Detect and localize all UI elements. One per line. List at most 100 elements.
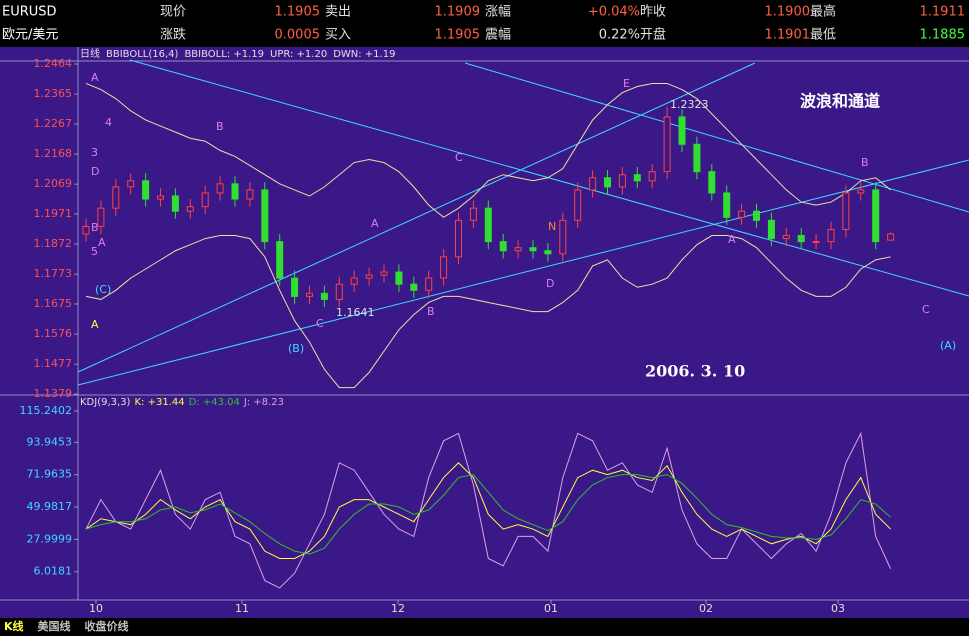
x-tick-label: 12 <box>391 602 405 615</box>
candle-body <box>231 183 239 200</box>
header-cell: 最低 <box>810 28 836 43</box>
candle-body <box>842 192 850 230</box>
candle-body <box>261 189 269 243</box>
trend-line <box>464 62 969 213</box>
candle-body <box>484 207 492 243</box>
candle-body <box>782 235 790 240</box>
y-tick-label: 6.0181 <box>34 565 73 578</box>
candle-body <box>708 171 716 194</box>
candle-body <box>276 241 284 279</box>
annotation: 5 <box>91 245 98 258</box>
candle-body <box>604 177 611 188</box>
annotation: (C) <box>95 283 111 296</box>
candle-body <box>812 241 820 244</box>
legend-item: BBIBOLL(16,4) <box>106 49 179 60</box>
candle-body <box>320 292 328 300</box>
annotation: D <box>91 165 99 178</box>
y-tick-label: 1.1675 <box>34 297 73 310</box>
y-tick-label: 1.1971 <box>34 207 73 220</box>
annotation: E <box>623 77 630 90</box>
candle-body <box>157 195 164 200</box>
x-tick-label: 02 <box>699 602 713 615</box>
annotation: (A) <box>940 339 956 352</box>
annotation: A <box>91 71 99 84</box>
annotation: A <box>371 217 379 230</box>
header-cell: 开盘 <box>640 27 666 43</box>
annotation: C <box>922 303 930 316</box>
annotation: N <box>548 220 556 233</box>
header-cell: 最高 <box>810 4 836 20</box>
annotation: 4 <box>105 116 112 129</box>
legend-item: BBIBOLL: +1.19 <box>184 49 264 60</box>
legend-item: D: +43.04 <box>189 397 240 408</box>
candle-body <box>633 174 641 182</box>
y-tick-label: 1.2069 <box>34 177 73 190</box>
candle-body <box>857 189 865 194</box>
candle-body <box>201 192 209 208</box>
candle-body <box>410 283 418 291</box>
x-tick-label: 01 <box>544 602 558 615</box>
legend-item: KDJ(9,3,3) <box>80 397 131 408</box>
header-cell: 1.1905 <box>275 5 321 20</box>
header-cell: 欧元/美元 <box>2 28 58 43</box>
candle-body <box>767 219 775 240</box>
candle-body <box>618 174 626 188</box>
tab[interactable]: 美国线 <box>38 619 71 633</box>
annotation: D <box>546 277 554 290</box>
candle-body <box>529 247 537 252</box>
bollinger-band <box>85 82 891 218</box>
header-cell: 昨收 <box>640 5 666 20</box>
tab[interactable]: K线 <box>4 619 24 633</box>
candle-body <box>127 180 135 188</box>
header-cell: +0.04% <box>588 5 640 20</box>
candle-body <box>827 228 835 243</box>
header-cell: 1.1885 <box>920 28 966 43</box>
kdj-line <box>85 431 892 589</box>
y-tick-label: 1.1379 <box>34 387 73 400</box>
candle-body <box>246 189 254 200</box>
annotation: 2006. 3. 10 <box>645 362 745 381</box>
header-cell: 1.1911 <box>920 5 966 20</box>
trend-line <box>129 59 969 297</box>
candle-body <box>171 195 179 212</box>
annotation: B <box>91 221 99 234</box>
chart-bg <box>0 47 969 618</box>
candle-body <box>723 192 731 218</box>
y-tick-label: 1.1477 <box>34 357 73 370</box>
y-tick-label: 27.9999 <box>27 532 73 545</box>
annotation: C <box>455 151 463 164</box>
x-tick-label: 03 <box>831 602 845 615</box>
kdj-line <box>85 474 891 555</box>
candle-body <box>82 225 90 235</box>
y-tick-label: 71.9635 <box>27 468 73 481</box>
annotation: A <box>98 236 106 249</box>
candle-body <box>499 241 507 252</box>
header-cell: 买入 <box>325 28 351 43</box>
candle-body <box>738 210 746 218</box>
candle-body <box>514 247 522 252</box>
trend-line <box>77 62 756 373</box>
candle-body <box>797 235 805 243</box>
candle-body <box>559 219 567 255</box>
candle-body <box>648 171 656 182</box>
y-tick-label: 1.1773 <box>34 267 73 280</box>
y-tick-label: 49.9817 <box>27 500 73 513</box>
annotation: B <box>427 305 435 318</box>
tab[interactable]: 收盘价线 <box>85 619 129 633</box>
y-tick-label: 1.2365 <box>34 87 73 100</box>
header-cell: 涨跌 <box>160 27 186 43</box>
candle-body <box>365 274 373 279</box>
header-cell: 现价 <box>160 5 186 20</box>
y-tick-label: 115.2402 <box>20 404 73 417</box>
annotation: (B) <box>288 342 304 355</box>
y-tick-label: 1.2168 <box>34 147 73 160</box>
annotation: 3 <box>91 146 98 159</box>
bollinger-band <box>85 235 891 389</box>
annotation: 波浪和通道 <box>800 92 880 111</box>
candle-body <box>350 277 358 285</box>
annotation: A <box>728 233 736 246</box>
y-tick-label: 1.1576 <box>34 327 73 340</box>
candle-body <box>455 219 462 258</box>
